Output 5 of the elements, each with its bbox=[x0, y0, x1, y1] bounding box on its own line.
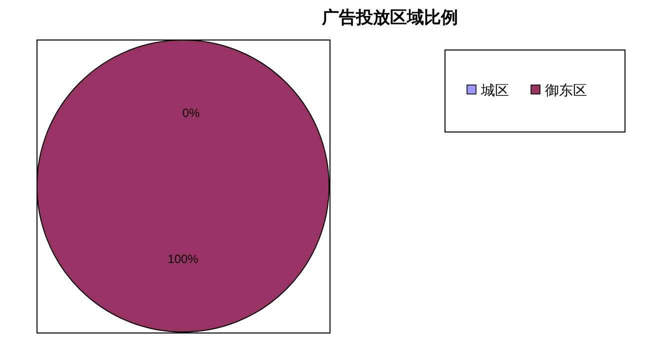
chart-title: 广告投放区域比例 bbox=[321, 8, 458, 27]
legend-label: 城区 bbox=[480, 82, 509, 98]
data-label: 100% bbox=[168, 252, 199, 266]
text: 0% bbox=[182, 106, 200, 120]
legend-label: 御东区 bbox=[545, 82, 587, 98]
